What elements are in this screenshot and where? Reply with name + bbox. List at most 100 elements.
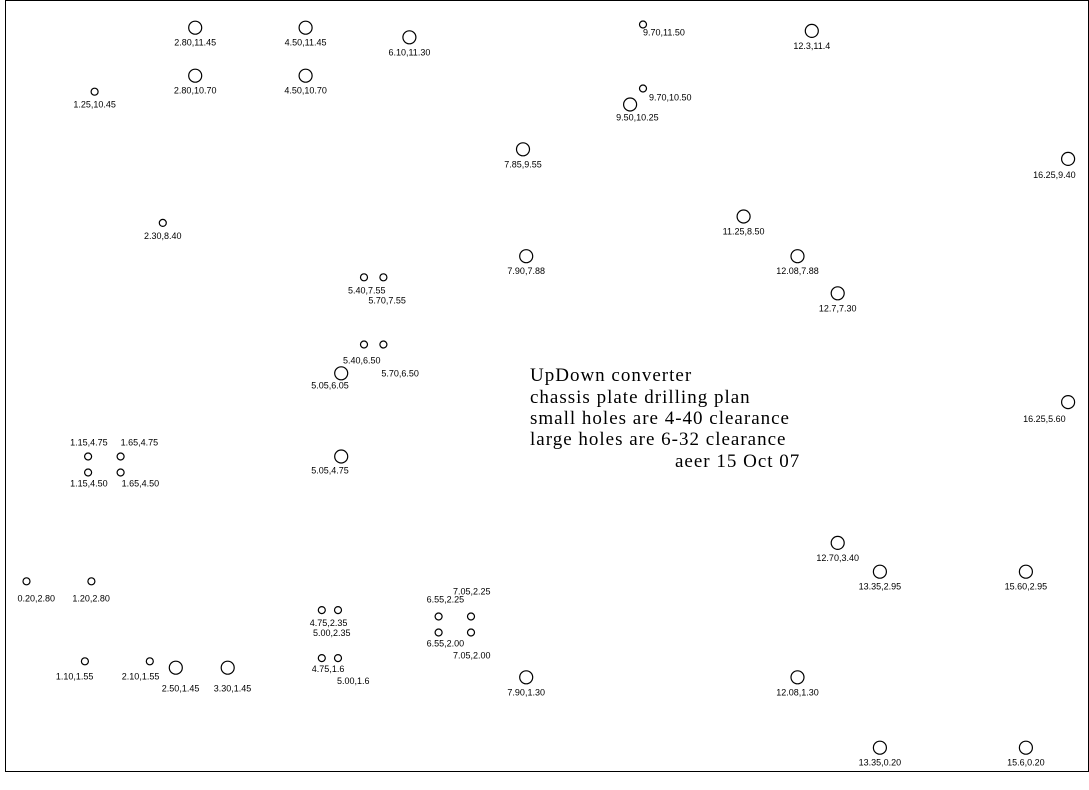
hole-marker: 11.25,8.50	[723, 209, 765, 237]
large-hole	[334, 449, 349, 464]
large-hole	[830, 535, 845, 551]
small-hole	[145, 657, 154, 666]
hole-marker: 6.55,2.25	[427, 595, 464, 621]
hole-marker: 7.90,1.30	[507, 670, 545, 697]
hole-coordinate-label: 5.40,7.55	[348, 285, 386, 295]
large-hole	[790, 670, 805, 685]
hole-marker: 13.35,0.20	[859, 740, 902, 768]
hole-coordinate-label: 5.00,1.6	[337, 676, 370, 686]
hole-marker: 1.15,4.75	[70, 438, 108, 461]
hole-coordinate-label: 5.00,2.35	[313, 628, 351, 638]
hole-marker: 9.70,11.50	[638, 20, 685, 38]
hole-marker: 1.25,10.45	[73, 87, 116, 110]
large-hole	[622, 97, 638, 112]
hole-marker: 1.20,2.80	[72, 577, 110, 603]
hole-coordinate-label: 3.30,1.45	[214, 684, 252, 694]
small-hole	[83, 452, 93, 461]
hole-marker: 2.10,1.55	[122, 657, 159, 681]
hole-coordinate-label: 12.3,11.4	[793, 41, 830, 51]
hole-marker: 0.20,2.80	[18, 577, 55, 603]
hole-marker: 12.08,7.88	[776, 249, 819, 276]
title-line-4: large holes are 6-32 clearance	[530, 429, 786, 450]
hole-marker: 5.40,7.55	[348, 273, 386, 295]
large-hole	[790, 249, 805, 264]
hole-coordinate-label: 7.90,7.88	[507, 266, 545, 276]
hole-coordinate-label: 7.05,2.25	[453, 587, 491, 597]
hole-coordinate-label: 2.30,8.40	[144, 231, 182, 241]
hole-marker: 16.25,5.60	[1023, 395, 1076, 424]
large-hole	[804, 23, 819, 38]
large-hole	[298, 20, 313, 35]
small-hole	[116, 468, 125, 477]
hole-coordinate-label: 16.25,5.60	[1023, 414, 1066, 424]
small-hole	[434, 628, 443, 637]
hole-coordinate-label: 4.75,2.35	[310, 618, 348, 628]
hole-marker: 1.65,4.50	[116, 468, 160, 489]
hole-coordinate-label: 4.50,10.70	[284, 86, 327, 96]
hole-coordinate-label: 6.55,2.00	[427, 639, 465, 649]
hole-coordinate-label: 1.20,2.80	[72, 593, 110, 603]
hole-marker: 12.7,7.30	[819, 286, 856, 313]
large-hole	[1060, 151, 1076, 166]
small-hole	[359, 340, 369, 349]
hole-marker: 1.65,4.75	[116, 438, 158, 461]
small-hole	[90, 87, 99, 96]
small-hole	[379, 273, 388, 282]
hole-marker: 7.05,2.00	[453, 628, 491, 661]
small-hole	[80, 657, 90, 666]
hole-coordinate-label: 13.35,2.95	[859, 582, 902, 592]
small-hole	[116, 452, 125, 461]
hole-coordinate-label: 9.50,10.25	[616, 113, 659, 123]
hole-marker: 5.05,6.05	[311, 366, 349, 390]
small-hole	[359, 273, 369, 282]
hole-coordinate-label: 5.70,6.50	[381, 369, 419, 379]
hole-marker: 4.50,10.70	[284, 68, 327, 96]
hole-coordinate-label: 4.75,1.6	[312, 664, 345, 674]
plate-outline	[5, 0, 1089, 772]
hole-coordinate-label: 16.25,9.40	[1033, 170, 1076, 180]
hole-marker: 9.50,10.25	[616, 97, 659, 123]
hole-marker: 4.75,1.6	[312, 653, 345, 674]
small-hole	[466, 628, 476, 637]
hole-marker: 3.30,1.45	[214, 660, 252, 694]
hole-coordinate-label: 7.85,9.55	[504, 159, 542, 169]
hole-marker: 2.30,8.40	[144, 218, 182, 241]
large-hole	[519, 249, 534, 264]
large-hole	[188, 68, 203, 83]
hole-coordinate-label: 2.80,11.45	[174, 38, 216, 48]
hole-coordinate-label: 5.05,4.75	[311, 466, 349, 476]
hole-coordinate-label: 2.80,10.70	[174, 86, 217, 96]
hole-marker: 6.55,2.00	[427, 628, 465, 649]
large-hole	[1018, 740, 1034, 755]
small-hole	[158, 218, 167, 227]
large-hole	[1018, 564, 1034, 579]
hole-marker: 7.90,7.88	[507, 249, 545, 276]
small-hole	[22, 577, 31, 586]
hole-coordinate-label: 1.10,1.55	[56, 671, 94, 681]
hole-coordinate-label: 13.35,0.20	[859, 758, 902, 768]
title-line-1: UpDown converter	[530, 365, 692, 386]
hole-marker: 4.50,11.45	[285, 20, 327, 48]
title-block: UpDown converter chassis plate drilling …	[530, 365, 799, 472]
title-line-2: chassis plate drilling plan	[530, 387, 751, 408]
hole-coordinate-label: 15.60,2.95	[1005, 582, 1048, 592]
hole-coordinate-label: 12.08,7.88	[776, 266, 819, 276]
hole-marker: 15.6,0.20	[1007, 740, 1045, 768]
hole-marker: 5.00,1.6	[333, 653, 370, 686]
title-line-3: small holes are 4-40 clearance	[530, 408, 790, 429]
large-hole	[188, 20, 203, 35]
hole-coordinate-label: 7.05,2.00	[453, 651, 491, 661]
hole-coordinate-label: 1.65,4.50	[122, 479, 160, 489]
hole-marker: 9.70,10.50	[638, 84, 692, 103]
hole-coordinate-label: 6.10,11.30	[388, 47, 430, 57]
hole-coordinate-label: 2.50,1.45	[162, 684, 200, 694]
small-hole	[317, 605, 326, 615]
small-hole	[317, 653, 326, 663]
hole-marker: 16.25,9.40	[1033, 151, 1076, 180]
large-hole	[872, 564, 888, 579]
small-hole	[434, 612, 443, 621]
large-hole	[168, 660, 183, 675]
large-hole	[402, 30, 417, 45]
hole-marker: 5.70,7.55	[368, 273, 406, 305]
